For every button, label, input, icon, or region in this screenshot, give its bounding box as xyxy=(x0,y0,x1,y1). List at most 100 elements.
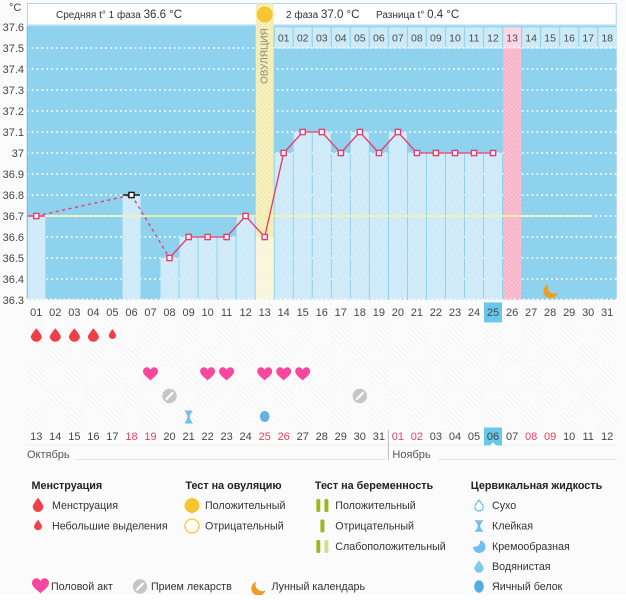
svg-text:09: 09 xyxy=(430,33,442,45)
svg-text:14: 14 xyxy=(525,33,537,45)
svg-text:05: 05 xyxy=(354,33,366,45)
svg-text:31: 31 xyxy=(601,307,613,319)
svg-text:Отрицательный: Отрицательный xyxy=(205,521,284,533)
svg-text:Отрицательный: Отрицательный xyxy=(335,521,414,533)
svg-text:Положительный: Положительный xyxy=(205,500,285,512)
svg-text:02: 02 xyxy=(49,307,61,319)
svg-text:24: 24 xyxy=(239,431,251,443)
svg-text:19: 19 xyxy=(144,431,156,443)
svg-text:17: 17 xyxy=(582,33,594,45)
svg-text:16: 16 xyxy=(316,307,328,319)
svg-text:13: 13 xyxy=(30,431,42,443)
svg-text:15: 15 xyxy=(544,33,556,45)
svg-text:26: 26 xyxy=(506,307,518,319)
svg-text:15: 15 xyxy=(68,431,80,443)
svg-text:23: 23 xyxy=(449,307,461,319)
svg-text:06: 06 xyxy=(125,307,137,319)
svg-text:15: 15 xyxy=(297,307,309,319)
svg-text:27: 27 xyxy=(525,307,537,319)
svg-text:30: 30 xyxy=(354,431,366,443)
svg-text:07: 07 xyxy=(144,307,156,319)
svg-text:07: 07 xyxy=(506,431,518,443)
svg-text:02: 02 xyxy=(411,431,423,443)
svg-text:11: 11 xyxy=(582,431,593,443)
svg-text:11: 11 xyxy=(221,307,232,319)
svg-text:14: 14 xyxy=(49,431,61,443)
svg-text:30: 30 xyxy=(582,307,594,319)
svg-text:Прием лекарств: Прием лекарств xyxy=(151,581,232,593)
svg-text:11: 11 xyxy=(469,33,480,45)
svg-text:37.3: 37.3 xyxy=(3,85,24,97)
svg-text:36.4: 36.4 xyxy=(3,274,24,286)
svg-text:37: 37 xyxy=(12,148,24,160)
svg-text:20: 20 xyxy=(163,431,175,443)
svg-text:Менструация: Менструация xyxy=(32,480,103,492)
svg-text:Цервикальная жидкость: Цервикальная жидкость xyxy=(471,480,603,492)
svg-text:03: 03 xyxy=(316,33,328,45)
svg-text:19: 19 xyxy=(373,307,385,319)
svg-text:17: 17 xyxy=(335,307,347,319)
svg-text:ОВУЛЯЦИЯ: ОВУЛЯЦИЯ xyxy=(260,28,271,84)
svg-text:28: 28 xyxy=(544,307,556,319)
svg-text:04: 04 xyxy=(449,431,461,443)
svg-text:13: 13 xyxy=(506,33,518,45)
svg-text:17: 17 xyxy=(106,431,118,443)
svg-text:36.9: 36.9 xyxy=(3,169,24,181)
svg-text:37.6: 37.6 xyxy=(3,22,24,34)
svg-text:37.5: 37.5 xyxy=(3,43,24,55)
svg-text:03: 03 xyxy=(430,431,442,443)
svg-text:Сухо: Сухо xyxy=(492,500,516,512)
svg-text:Тест на беременность: Тест на беременность xyxy=(315,480,434,492)
svg-text:Половой акт: Половой акт xyxy=(51,581,113,593)
svg-text:08: 08 xyxy=(163,307,175,319)
svg-text:12: 12 xyxy=(239,307,251,319)
svg-text:21: 21 xyxy=(182,431,194,443)
svg-text:Ноябрь: Ноябрь xyxy=(392,449,430,461)
svg-text:06: 06 xyxy=(487,431,499,443)
svg-text:25: 25 xyxy=(259,431,271,443)
svg-text:36.7: 36.7 xyxy=(3,211,24,223)
svg-text:2 фаза 37.0 °C: 2 фаза 37.0 °C xyxy=(286,9,359,21)
svg-text:37.4: 37.4 xyxy=(3,64,24,76)
svg-text:05: 05 xyxy=(468,431,480,443)
svg-text:Яичный белок: Яичный белок xyxy=(492,581,563,593)
svg-text:12: 12 xyxy=(601,431,613,443)
svg-text:08: 08 xyxy=(411,33,423,45)
svg-text:36.5: 36.5 xyxy=(3,253,24,265)
svg-text:Водянистая: Водянистая xyxy=(492,561,551,573)
svg-text:36.3: 36.3 xyxy=(3,295,24,307)
svg-text:24: 24 xyxy=(468,307,480,319)
svg-text:13: 13 xyxy=(259,307,271,319)
svg-text:01: 01 xyxy=(392,431,404,443)
svg-text:Тест на овуляцию: Тест на овуляцию xyxy=(185,480,281,492)
svg-text:Октябрь: Октябрь xyxy=(27,449,70,461)
svg-text:36.6: 36.6 xyxy=(3,232,24,244)
svg-text:18: 18 xyxy=(601,33,613,45)
svg-text:03: 03 xyxy=(68,307,80,319)
svg-text:10: 10 xyxy=(563,431,575,443)
svg-text:37.2: 37.2 xyxy=(3,106,24,118)
svg-text:Лунный календарь: Лунный календарь xyxy=(272,581,366,593)
svg-text:04: 04 xyxy=(87,307,99,319)
svg-text:06: 06 xyxy=(373,33,385,45)
svg-text:31: 31 xyxy=(373,431,385,443)
svg-text:36.8: 36.8 xyxy=(3,190,24,202)
svg-text:29: 29 xyxy=(335,431,347,443)
svg-text:22: 22 xyxy=(430,307,442,319)
svg-text:22: 22 xyxy=(201,431,213,443)
svg-text:10: 10 xyxy=(449,33,461,45)
svg-text:07: 07 xyxy=(392,33,404,45)
svg-text:Слабоположительный: Слабоположительный xyxy=(335,541,446,553)
svg-text:37.1: 37.1 xyxy=(3,127,24,139)
svg-text:Средняя t° 1 фаза 36.6 °C: Средняя t° 1 фаза 36.6 °C xyxy=(56,9,182,21)
svg-text:12: 12 xyxy=(487,33,499,45)
svg-text:01: 01 xyxy=(30,307,42,319)
svg-text:09: 09 xyxy=(544,431,556,443)
svg-text:16: 16 xyxy=(563,33,575,45)
svg-text:08: 08 xyxy=(525,431,537,443)
svg-text:20: 20 xyxy=(392,307,404,319)
svg-text:Кремообразная: Кремообразная xyxy=(492,541,570,553)
svg-text:Менструация: Менструация xyxy=(52,500,118,512)
svg-text:25: 25 xyxy=(487,307,499,319)
svg-text:23: 23 xyxy=(220,431,232,443)
